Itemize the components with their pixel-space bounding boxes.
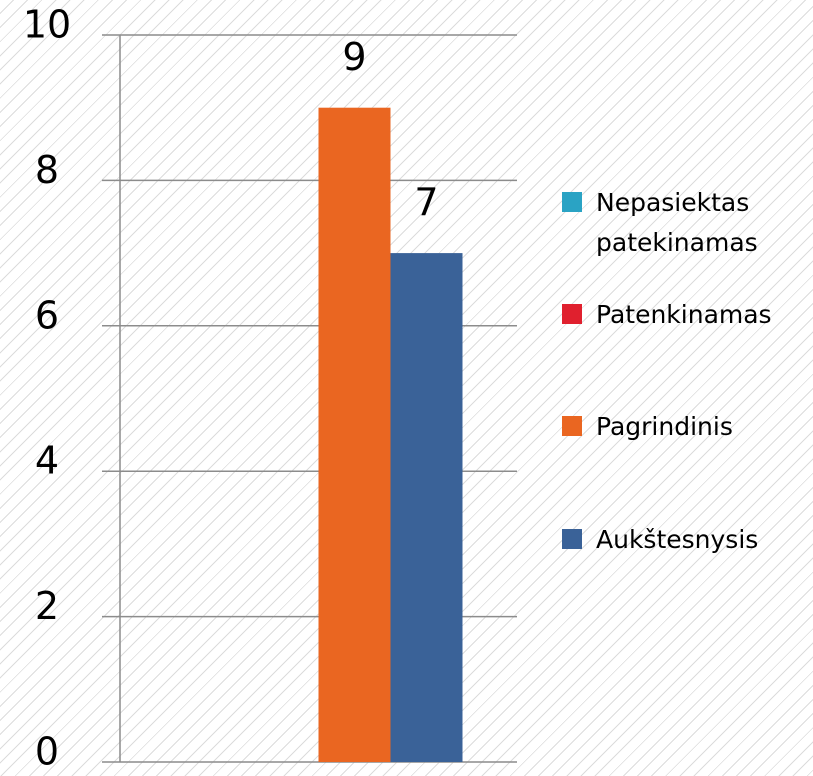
y-tick-label: 6 (35, 293, 59, 337)
legend-swatch (562, 529, 582, 549)
legend-label: Nepasiektas patekinamas (596, 188, 758, 257)
legend-item: Aukštesnysis (562, 523, 812, 560)
data-label: 9 (342, 35, 366, 79)
legend-label: Aukštesnysis (596, 525, 759, 554)
legend-swatch (562, 304, 582, 324)
y-tick-label: 2 (35, 584, 59, 628)
bar (318, 107, 391, 762)
y-tick-label: 8 (35, 148, 59, 192)
bar (390, 253, 463, 762)
legend-swatch (562, 192, 582, 212)
y-tick-label: 0 (35, 730, 59, 774)
legend-label: Patenkinamas (596, 300, 772, 329)
y-tick-label: 4 (35, 439, 59, 483)
legend-item: Patenkinamas (562, 298, 812, 335)
legend-label: Pagrindinis (596, 412, 733, 441)
legend-swatch (562, 416, 582, 436)
data-label: 7 (414, 181, 438, 225)
legend-item: Pagrindinis (562, 410, 812, 447)
legend-item: Nepasiektas patekinamas (562, 186, 812, 263)
y-tick-label: 10 (23, 3, 71, 47)
